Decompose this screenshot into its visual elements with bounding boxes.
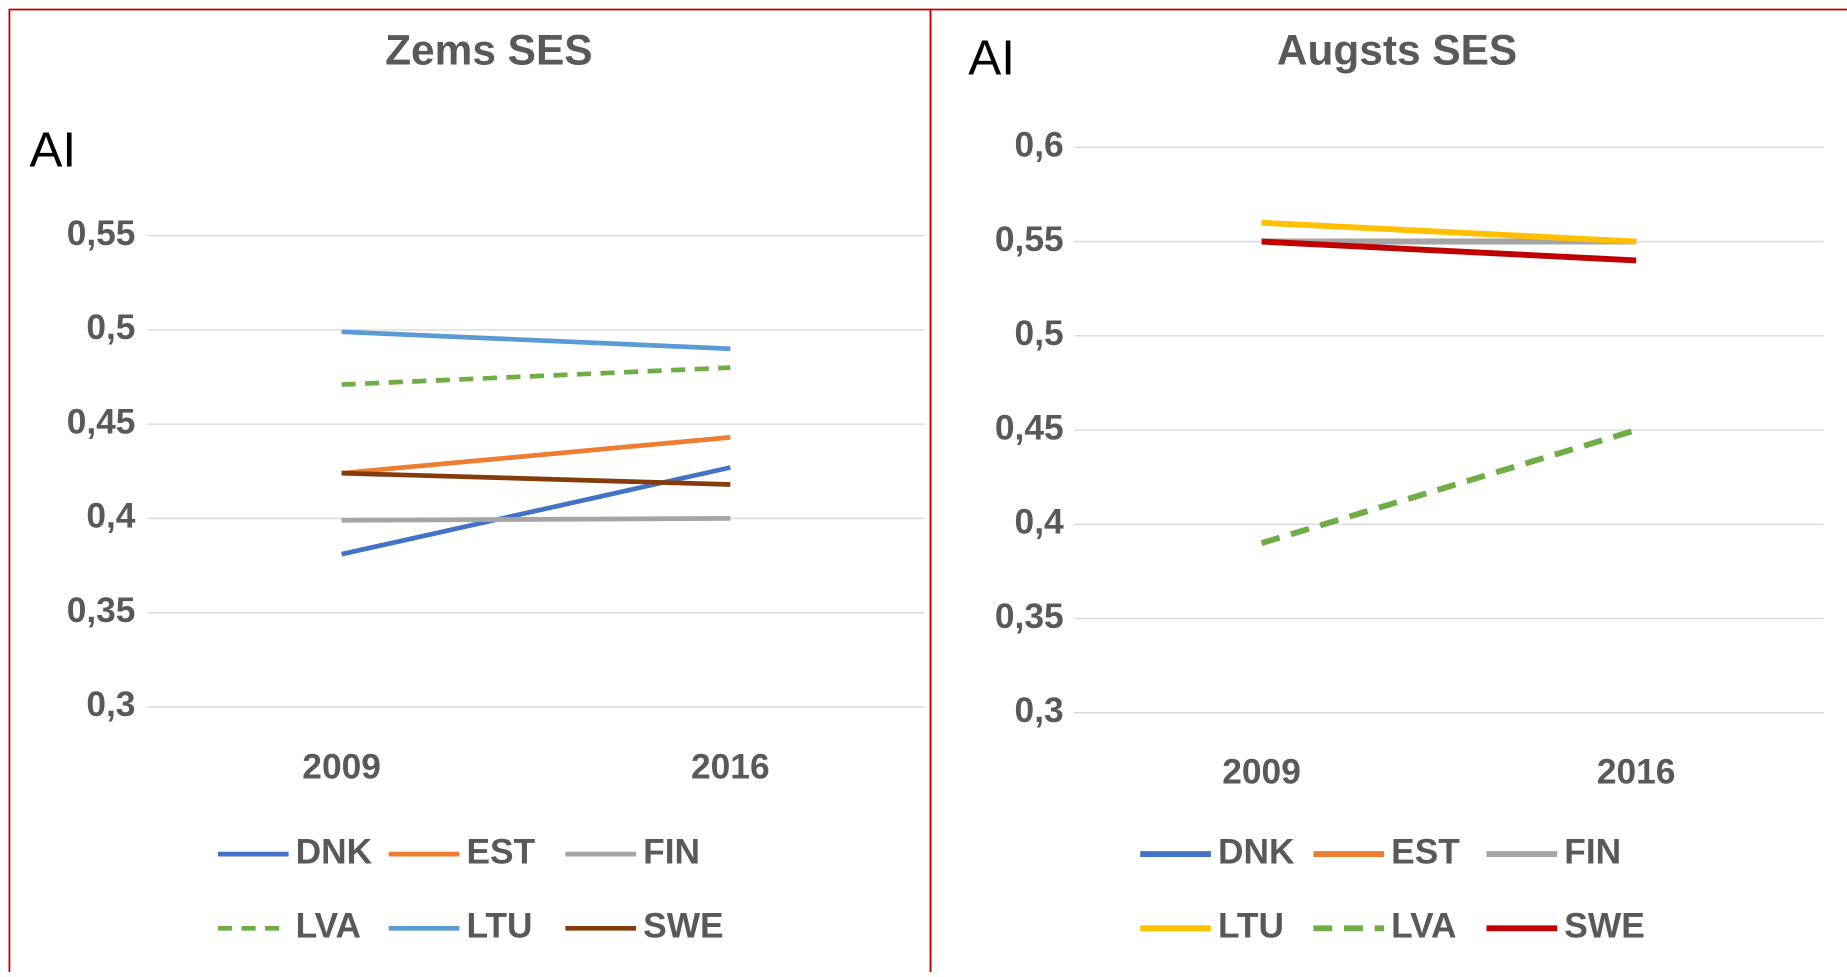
- y-tick-label: 0,35: [995, 597, 1064, 636]
- y-tick-label: 0,35: [67, 591, 136, 630]
- y-tick-label: 0,6: [1015, 126, 1064, 165]
- chart-title: Zems SES: [385, 26, 592, 73]
- legend-label: EST: [1391, 832, 1460, 871]
- series-line: [341, 435, 731, 476]
- legend-label: FIN: [1564, 832, 1621, 871]
- legend-label: LVA: [1391, 907, 1456, 946]
- series-line: [1261, 238, 1637, 264]
- panel-border: [8, 8, 932, 977]
- series-line: [1260, 427, 1638, 546]
- y-tick-label: 0,55: [995, 220, 1064, 259]
- y-tick-label: 0,4: [1015, 503, 1064, 542]
- y-tick-label: 0,3: [86, 685, 135, 724]
- series-line: [1261, 219, 1637, 245]
- legend-label: LVA: [296, 907, 361, 946]
- chart-title: Augsts SES: [1277, 26, 1517, 73]
- y-tick-label: 0,5: [1015, 314, 1064, 353]
- y-tick-label: 0,4: [86, 497, 135, 536]
- series-line: [341, 470, 731, 487]
- y-tick-label: 0,5: [86, 308, 135, 347]
- legend-label: SWE: [643, 907, 723, 946]
- series-line: [341, 365, 731, 387]
- y-tick-label: 0,55: [67, 214, 136, 253]
- legend-label: DNK: [296, 832, 373, 871]
- legend-label: LTU: [466, 907, 532, 946]
- series-line: [341, 329, 731, 352]
- series-line: [341, 516, 731, 523]
- panel-border: [929, 8, 1847, 977]
- y-axis-label: AI: [968, 30, 1015, 85]
- y-tick-label: 0,45: [995, 408, 1064, 447]
- x-tick-label: 2009: [302, 748, 381, 787]
- y-tick-label: 0,3: [1015, 691, 1064, 730]
- legend-label: SWE: [1564, 907, 1644, 946]
- x-tick-label: 2016: [691, 748, 770, 787]
- legend-label: FIN: [643, 832, 700, 871]
- y-tick-label: 0,45: [67, 402, 136, 441]
- x-tick-label: 2009: [1222, 752, 1301, 791]
- legend-label: EST: [466, 832, 535, 871]
- legend-label: DNK: [1218, 832, 1295, 871]
- legend-label: LTU: [1218, 907, 1284, 946]
- x-tick-label: 2016: [1597, 752, 1676, 791]
- y-axis-label: AI: [29, 122, 76, 177]
